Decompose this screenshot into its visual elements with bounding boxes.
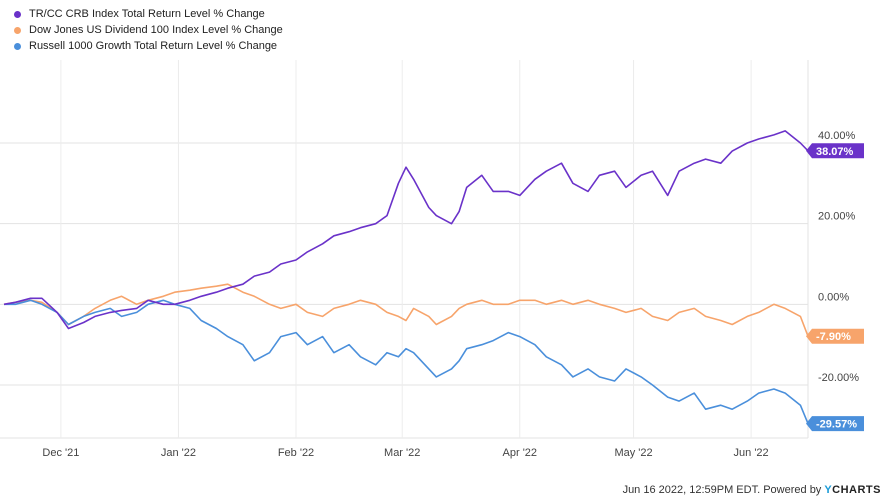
x-tick-label: Jun '22 bbox=[734, 447, 769, 459]
powered-by-label: Powered by bbox=[763, 484, 822, 496]
end-label-flag bbox=[806, 328, 864, 344]
end-value-label: -29.57% bbox=[816, 419, 857, 431]
end-label-flag bbox=[806, 143, 864, 159]
legend-item-crb[interactable]: TR/CC CRB Index Total Return Level % Cha… bbox=[14, 6, 283, 22]
grid-layer bbox=[0, 60, 809, 439]
x-tick-label: Dec '21 bbox=[42, 447, 79, 459]
series-layer bbox=[3, 130, 809, 424]
legend-dot-icon bbox=[14, 42, 21, 50]
timestamp: Jun 16 2022, 12:59PM EDT. bbox=[622, 484, 761, 496]
series-line-0[interactable] bbox=[3, 130, 809, 330]
ycharts-logo-icon: Y bbox=[824, 484, 833, 496]
legend-label: Russell 1000 Growth Total Return Level %… bbox=[29, 40, 278, 52]
legend: TR/CC CRB Index Total Return Level % Cha… bbox=[14, 6, 283, 54]
end-label-flag bbox=[806, 416, 864, 432]
end-value-label: -7.90% bbox=[816, 331, 851, 343]
x-tick-label: Feb '22 bbox=[278, 447, 314, 459]
x-tick-label: Apr '22 bbox=[503, 447, 538, 459]
legend-label: Dow Jones US Dividend 100 Index Level % … bbox=[29, 24, 283, 36]
series-line-2[interactable] bbox=[4, 299, 809, 424]
y-tick-label: 0.00% bbox=[818, 291, 849, 303]
brand-name: CHARTS bbox=[832, 484, 881, 496]
end-value-labels: 38.07% -7.90% -29.57% bbox=[806, 143, 864, 432]
x-grid-layer bbox=[60, 60, 752, 438]
y-tick-label: -20.00% bbox=[818, 372, 859, 384]
x-axis-labels: Dec '21 Jan '22 Feb '22 Mar '22 Apr '22 May '… bbox=[42, 447, 768, 459]
y-tick-label: 20.00% bbox=[818, 211, 856, 223]
x-tick-label: Mar '22 bbox=[384, 447, 420, 459]
legend-dot-icon bbox=[14, 26, 21, 34]
ycharts-logo[interactable]: YCHARTS bbox=[824, 484, 881, 496]
y-axis-labels: 40.00% 20.00% 0.00% -20.00% bbox=[818, 130, 859, 384]
legend-label: TR/CC CRB Index Total Return Level % Cha… bbox=[29, 8, 265, 20]
x-tick-label: May '22 bbox=[614, 447, 652, 459]
legend-item-dow-jones[interactable]: Dow Jones US Dividend 100 Index Level % … bbox=[14, 22, 283, 38]
series-line-1[interactable] bbox=[3, 283, 809, 337]
y-tick-label: 40.00% bbox=[818, 130, 856, 142]
footer: Jun 16 2022, 12:59PM EDT. Powered by YCH… bbox=[623, 484, 881, 496]
end-value-label: 38.07% bbox=[816, 146, 854, 158]
legend-item-russell[interactable]: Russell 1000 Growth Total Return Level %… bbox=[14, 38, 283, 54]
legend-dot-icon bbox=[14, 10, 21, 18]
x-tick-label: Jan '22 bbox=[161, 447, 196, 459]
